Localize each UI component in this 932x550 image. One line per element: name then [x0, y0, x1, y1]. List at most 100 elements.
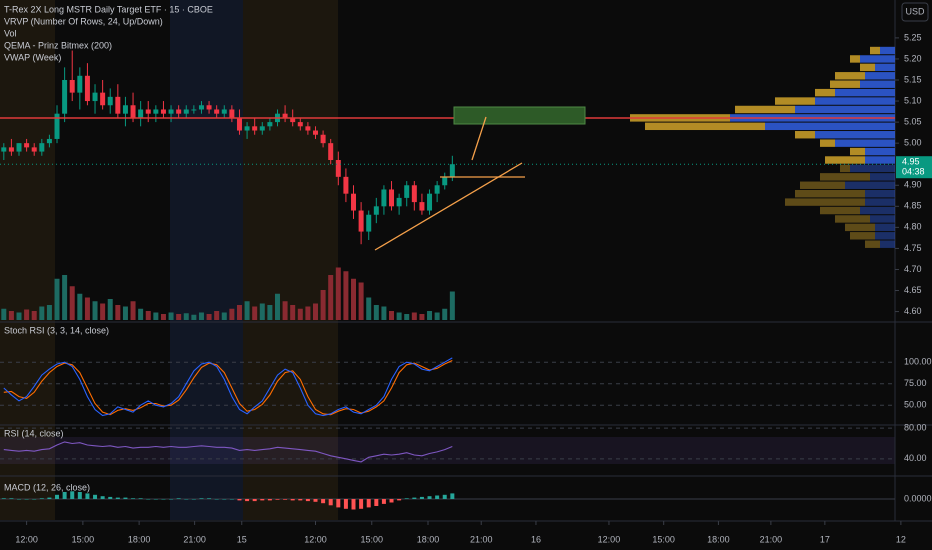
profile-up-bar [860, 55, 895, 63]
x-tick-label: 18:00 [417, 534, 440, 544]
candle-body [54, 113, 60, 139]
candle-body [427, 193, 433, 211]
volume-bar [351, 278, 357, 320]
volume-bar [122, 306, 128, 320]
currency-label[interactable]: USD [905, 6, 925, 16]
candle-body [100, 92, 106, 106]
candle-body [46, 138, 52, 144]
volume-bar [62, 275, 68, 320]
volume-bar [168, 312, 174, 320]
profile-down-bar [870, 46, 880, 55]
macd-histogram-bar [351, 499, 356, 510]
macd-histogram-bar [298, 499, 303, 501]
candle-body [77, 75, 83, 93]
profile-up-bar [865, 198, 895, 206]
candle-body [259, 126, 265, 131]
candle-body [389, 189, 395, 207]
profile-down-bar [835, 215, 870, 223]
macd-histogram-bar [275, 499, 280, 500]
macd-histogram-bar [252, 499, 257, 502]
candle-body [145, 109, 151, 114]
profile-down-bar [820, 139, 835, 147]
volume-bar [297, 308, 303, 320]
candle-body [449, 164, 455, 177]
x-tick-label: 16 [531, 534, 541, 544]
stoch-k-line [3, 357, 453, 417]
profile-down-bar [850, 232, 875, 240]
macd-histogram-bar [138, 498, 143, 499]
candle-body [1, 147, 7, 152]
x-tick-label: 15:00 [652, 534, 675, 544]
macd-histogram-bar [1, 498, 6, 499]
macd-histogram-bar [222, 499, 227, 500]
candle-body [160, 109, 166, 114]
profile-down-bar [800, 181, 845, 189]
volume-bar [31, 311, 37, 320]
x-tick-label: 17 [820, 534, 830, 544]
volume-bar [282, 301, 288, 320]
indicator-tick-label: 40.00 [904, 453, 927, 463]
candle-body [297, 122, 303, 127]
profile-up-bar [865, 189, 895, 198]
profile-up-bar [880, 46, 895, 55]
indicator-tick-label: 0.0000 [904, 493, 932, 503]
macd-histogram-bar [419, 496, 424, 499]
candle-body [282, 113, 288, 118]
profile-down-bar [795, 189, 865, 198]
macd-histogram-bar [321, 499, 326, 504]
macd-histogram-bar [313, 499, 318, 502]
indicator-title: Stoch RSI (3, 3, 14, close) [4, 325, 109, 335]
candle-body [39, 143, 45, 152]
candle-body [267, 122, 273, 127]
candle-body [168, 109, 174, 114]
macd-histogram-bar [328, 499, 333, 506]
candle-body [183, 109, 189, 114]
profile-up-bar [815, 131, 895, 139]
profile-down-bar [840, 164, 850, 173]
candle-body [31, 147, 37, 152]
profile-down-bar [835, 72, 865, 80]
volume-bar [39, 306, 45, 320]
profile-up-bar [795, 105, 895, 114]
macd-histogram-bar [47, 497, 52, 499]
indicator-tick-label: 100.00 [904, 357, 932, 367]
candle-body [442, 176, 448, 186]
volume-bar [1, 308, 7, 320]
volume-bar [419, 314, 425, 320]
currency-button[interactable] [901, 2, 929, 22]
macd-histogram-bar [237, 499, 242, 501]
candle-body [221, 109, 227, 114]
volume-bar [145, 311, 151, 320]
candle-body [206, 105, 212, 110]
candle-body [366, 214, 372, 232]
profile-down-bar [850, 55, 860, 63]
macd-histogram-bar [359, 499, 364, 509]
volume-bar [160, 314, 166, 320]
session-shade [0, 0, 55, 520]
profile-down-bar [830, 80, 860, 88]
y-tick-label: 4.85 [904, 201, 922, 211]
profile-down-bar [865, 240, 880, 248]
macd-histogram-bar [229, 499, 234, 500]
candle-body [404, 185, 410, 198]
volume-bar [244, 301, 250, 320]
volume-bar [236, 305, 242, 320]
rsi-band [0, 437, 895, 464]
macd-histogram-bar [389, 499, 394, 503]
price-tag-value: 4.95 [902, 157, 920, 167]
volume-bar [153, 312, 159, 320]
candle-body [244, 126, 250, 131]
profile-up-bar [845, 181, 895, 189]
macd-histogram-bar [397, 499, 402, 501]
macd-histogram-bar [85, 493, 90, 499]
profile-down-bar [775, 97, 815, 105]
candle-body [320, 134, 326, 144]
x-tick-label: 21:00 [470, 534, 493, 544]
macd-histogram-bar [93, 494, 98, 499]
profile-up-bar [850, 164, 895, 173]
macd-histogram-bar [336, 499, 341, 508]
macd-histogram-bar [100, 496, 105, 499]
candle-body [69, 80, 75, 93]
